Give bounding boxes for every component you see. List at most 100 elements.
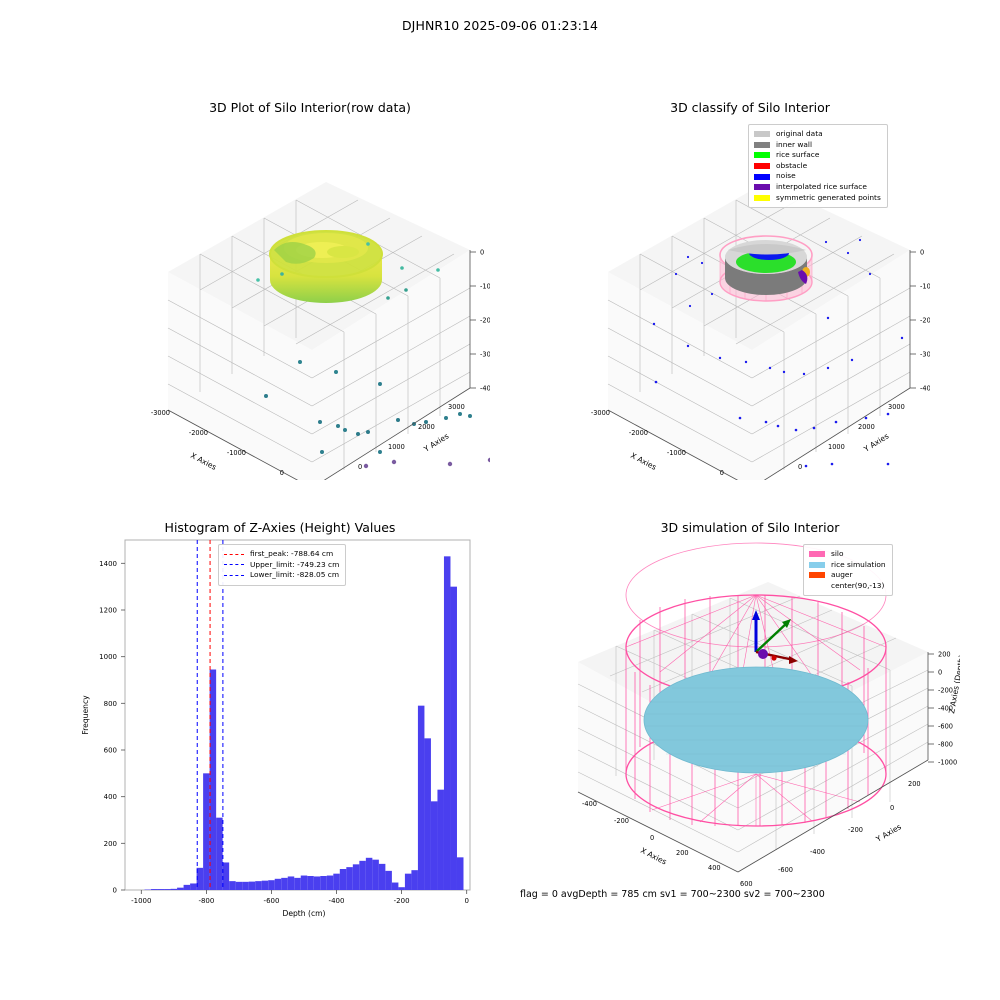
simulation-3d-legend[interactable]: silo rice simulation auger center(90,-13…: [803, 544, 893, 597]
legend-label: Upper_limit: -749.23 cm: [250, 559, 340, 569]
legend-swatch-obstacle: [754, 163, 770, 170]
svg-text:200: 200: [676, 849, 689, 857]
svg-text:-3000: -3000: [480, 351, 490, 359]
svg-text:3000: 3000: [888, 403, 905, 411]
svg-text:X Axies: X Axies: [639, 846, 668, 867]
histogram-bar: [151, 889, 158, 890]
status-text: flag = 0 avgDepth = 785 cm sv1 = 700~230…: [520, 889, 825, 900]
histogram-bar: [242, 881, 249, 890]
histogram-bar: [378, 863, 386, 890]
legend-label: Lower_limit: -828.05 cm: [250, 570, 340, 580]
svg-text:2000: 2000: [418, 423, 435, 431]
svg-text:0: 0: [650, 834, 654, 842]
svg-text:-800: -800: [938, 741, 953, 749]
histogram-bar: [352, 864, 360, 890]
histogram-bar: [300, 875, 308, 890]
legend-item: original data: [754, 129, 881, 140]
classify-3d-axes[interactable]: 0 -1000 -2000 -3000 -4000 Z Axies (Depth…: [570, 122, 930, 480]
svg-text:-3000: -3000: [920, 351, 930, 359]
legend-label: silo: [831, 549, 844, 558]
histogram-bar: [320, 876, 327, 890]
legend-label: first_peak: -788.64 cm: [250, 549, 334, 558]
legend-item: rice simulation: [809, 560, 886, 571]
svg-text:1000: 1000: [99, 653, 117, 661]
histogram-bar: [424, 738, 431, 890]
classify-3d-silo: [719, 235, 813, 302]
classify-3d-legend[interactable]: original data inner wall rice surface ob…: [748, 124, 888, 209]
legend-item: obstacle: [754, 161, 881, 172]
svg-text:Frequency: Frequency: [81, 695, 90, 735]
histogram-bar: [391, 882, 399, 890]
legend-label: interpolated rice surface: [776, 181, 867, 191]
panel-simulation-3d: 3D simulation of Silo Interior: [560, 520, 960, 900]
histogram-bars: [144, 556, 464, 890]
svg-text:-600: -600: [264, 897, 280, 905]
histogram-bar: [222, 862, 230, 890]
histogram-legend[interactable]: first_peak: -788.64 cm Upper_limit: -749…: [218, 544, 347, 586]
histogram-bar: [417, 705, 425, 890]
svg-text:-1000: -1000: [667, 449, 686, 457]
svg-text:-200: -200: [938, 687, 953, 695]
svg-text:-400: -400: [329, 897, 345, 905]
classify-3d-spines: [607, 250, 911, 480]
svg-text:0: 0: [358, 463, 362, 471]
svg-text:400: 400: [104, 793, 117, 801]
simulation-3d-axes[interactable]: 200 0 -200 -400 -600 -800 -1000 Z Axies …: [560, 542, 960, 902]
histogram-bar: [177, 887, 184, 890]
svg-text:0: 0: [280, 469, 284, 477]
svg-text:X Axies: X Axies: [629, 451, 658, 472]
svg-text:0: 0: [464, 897, 468, 905]
svg-text:200: 200: [938, 651, 951, 659]
svg-text:3000: 3000: [448, 403, 465, 411]
svg-text:2000: 2000: [858, 423, 875, 431]
legend-item: center(90,-13): [809, 581, 886, 592]
legend-item: inner wall: [754, 140, 881, 151]
legend-label: noise: [776, 171, 796, 181]
legend-swatch-symmetric-generated-points: [754, 194, 770, 201]
svg-text:200: 200: [908, 780, 921, 788]
svg-text:-400: -400: [938, 705, 953, 713]
legend-item: noise: [754, 171, 881, 182]
svg-text:-600: -600: [938, 723, 953, 731]
legend-label: symmetric generated points: [776, 192, 881, 202]
raw-3d-axes[interactable]: 0 -1000 -2000 -3000 -4000 Z Axies (Depth…: [130, 122, 490, 480]
svg-text:-600: -600: [778, 866, 793, 874]
legend-swatch-rice-surface: [754, 152, 770, 159]
histogram-bar: [209, 669, 217, 890]
svg-text:800: 800: [104, 700, 117, 708]
histogram-bar: [346, 867, 353, 890]
legend-swatch-interpolated-rice-surface: [754, 184, 770, 191]
svg-text:1200: 1200: [99, 607, 117, 615]
svg-text:-3000: -3000: [591, 409, 610, 417]
histogram-axes[interactable]: 0 200 400 600 800 1000 1200 1400 Frequen…: [70, 520, 490, 920]
panel-histogram: Histogram of Z-Axies (Height) Values 0 2…: [70, 520, 490, 920]
legend-line-lower-limit: [224, 574, 244, 576]
histogram-bar: [229, 881, 236, 890]
panel-classify-3d: 3D classify of Silo Interior: [570, 100, 930, 480]
svg-text:-1000: -1000: [480, 283, 490, 291]
svg-text:600: 600: [104, 747, 117, 755]
legend-item: interpolated rice surface: [754, 182, 881, 193]
histogram-threshold-lines: [196, 540, 224, 890]
histogram-bar: [333, 873, 340, 890]
histogram-bar: [164, 889, 171, 890]
histogram-bar: [326, 875, 334, 890]
histogram-bar: [437, 789, 444, 890]
histogram-bar: [456, 857, 464, 890]
histogram-bar: [183, 884, 191, 890]
svg-text:400: 400: [708, 864, 721, 872]
legend-label: auger: [831, 570, 853, 580]
raw-3d-point-cloud: [269, 230, 383, 303]
svg-text:Depth (cm): Depth (cm): [282, 909, 325, 918]
svg-text:-1000: -1000: [920, 283, 930, 291]
svg-text:-2000: -2000: [480, 317, 490, 325]
histogram-bar: [313, 876, 321, 890]
svg-text:1400: 1400: [99, 560, 117, 568]
sim-3d-auger-marker: [752, 610, 798, 664]
svg-text:-200: -200: [394, 897, 410, 905]
histogram-bar: [398, 887, 405, 890]
legend-label: center(90,-13): [831, 580, 885, 590]
legend-label: obstacle: [776, 160, 808, 170]
svg-text:X Axies: X Axies: [189, 451, 218, 472]
